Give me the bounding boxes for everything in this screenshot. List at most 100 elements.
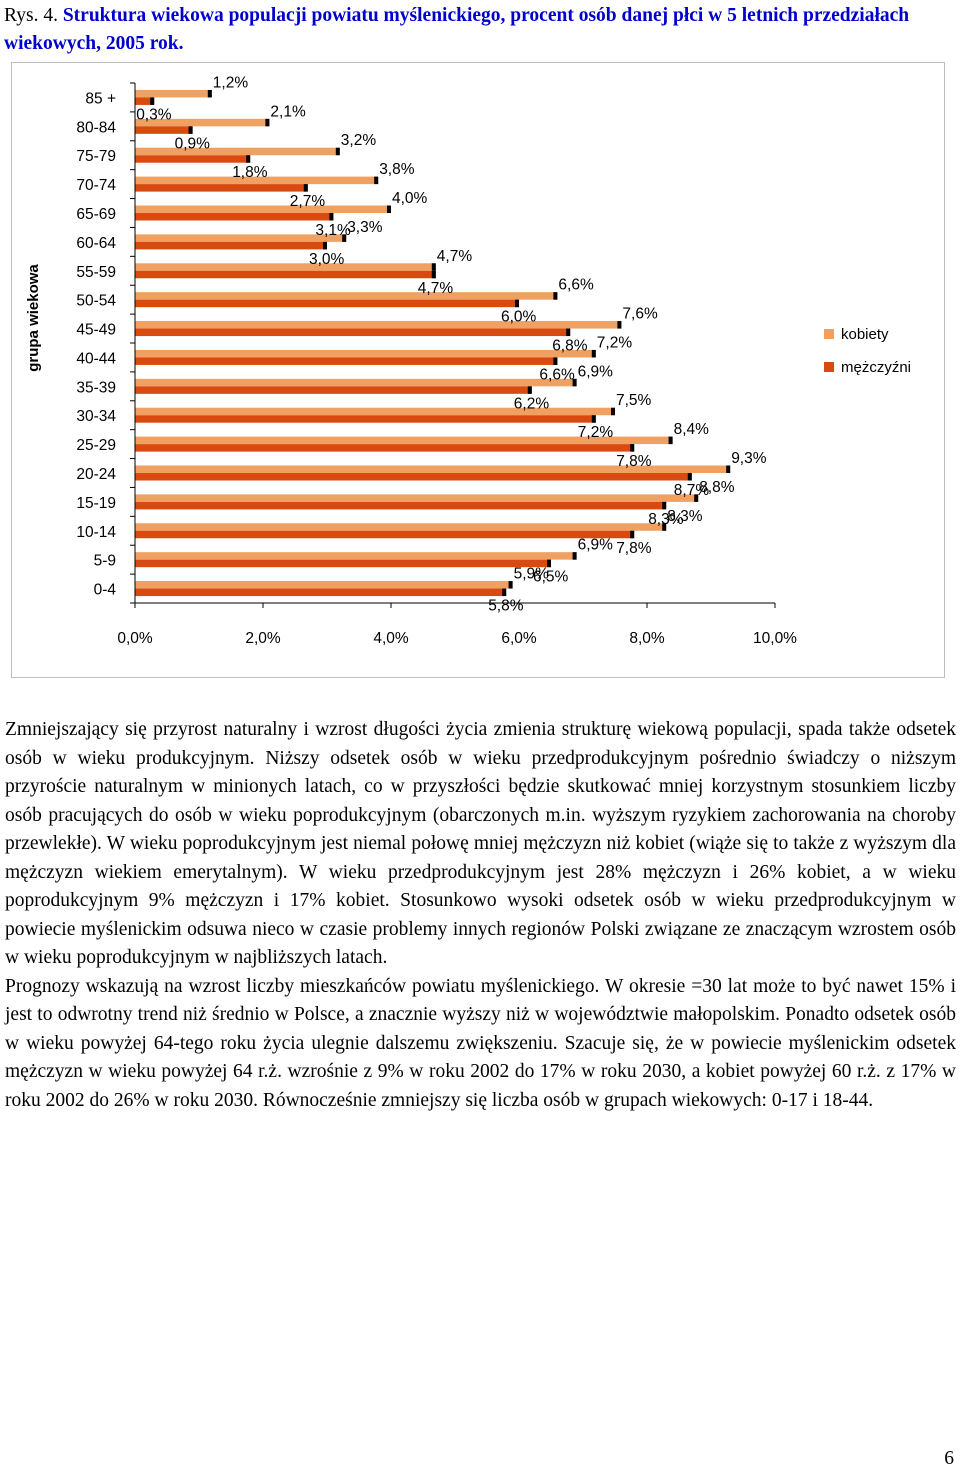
data-label-mezczyzni: 0,9%	[175, 135, 211, 152]
bar-mezczyzni	[135, 184, 308, 192]
bar-kobiety	[135, 378, 577, 387]
bar-kobiety	[135, 234, 347, 242]
data-label-mezczyzni: 7,8%	[616, 453, 652, 470]
category-label: 55-59	[76, 264, 116, 281]
x-tick-label: 6,0%	[501, 630, 537, 647]
data-label-mezczyzni: 6,6%	[539, 366, 575, 383]
data-label-kobiety: 6,9%	[578, 363, 614, 380]
category-label: 35-39	[76, 379, 116, 396]
bar-mezczyzni	[135, 126, 193, 134]
bar-kobiety	[135, 581, 513, 589]
bar-end-mezczyzni	[329, 213, 334, 221]
bar-end-mezczyzni	[303, 184, 308, 192]
data-label-kobiety: 7,2%	[597, 334, 633, 351]
bar-end-mezczyzni	[630, 444, 635, 452]
bar-kobiety	[135, 263, 436, 271]
article-body: Zmniejszający się przyrost naturalny i w…	[5, 716, 956, 1115]
figure-caption: Rys. 4. Struktura wiekowa populacji powi…	[4, 2, 956, 58]
legend-label-kobiety: kobiety	[841, 326, 889, 343]
data-label-mezczyzni: 1,8%	[232, 164, 268, 181]
data-label-mezczyzni: 3,0%	[309, 251, 345, 268]
data-label-kobiety: 7,5%	[616, 392, 652, 409]
data-label-mezczyzni: 6,8%	[552, 338, 588, 355]
category-label: 25-29	[76, 437, 116, 454]
bar-end-kobiety	[662, 523, 667, 531]
bar-end-mezczyzni	[527, 386, 532, 394]
bar-end-kobiety	[726, 465, 731, 473]
bar-mezczyzni	[135, 155, 251, 163]
data-label-mezczyzni: 5,8%	[488, 598, 524, 615]
data-label-kobiety: 3,2%	[341, 132, 377, 149]
bar-kobiety	[135, 349, 596, 358]
category-label: 0-4	[94, 582, 117, 599]
bar-end-kobiety	[207, 89, 212, 98]
caption-prefix: Rys. 4.	[4, 5, 63, 26]
bar-end-mezczyzni	[515, 299, 519, 308]
bar-end-mezczyzni	[547, 559, 551, 568]
x-tick-label: 8,0%	[629, 630, 665, 647]
bar-kobiety	[135, 176, 379, 185]
bar-end-mezczyzni	[630, 530, 635, 539]
data-label-kobiety: 8,3%	[667, 508, 703, 525]
bar-end-kobiety	[591, 349, 596, 358]
bar-kobiety	[135, 118, 270, 127]
bar-end-kobiety	[342, 234, 347, 242]
bar-end-kobiety	[694, 494, 699, 502]
bar-end-mezczyzni	[188, 126, 193, 134]
data-label-mezczyzni: 7,2%	[578, 424, 614, 441]
data-label-kobiety: 3,8%	[379, 161, 415, 178]
bar-end-mezczyzni	[502, 588, 507, 597]
bar-kobiety	[135, 321, 622, 329]
bar-mezczyzni	[135, 241, 327, 250]
population-age-chart: 85 + 80-84 75-79 70-74 65-69 60-64 55-59 50-54 4…	[25, 74, 911, 647]
bar-mezczyzni	[135, 213, 334, 221]
category-label: 70-74	[76, 177, 116, 194]
page-number: 6	[944, 1448, 954, 1469]
bar-end-kobiety	[572, 552, 577, 560]
bar-mezczyzni	[135, 444, 635, 452]
data-label-mezczyzni: 4,7%	[418, 280, 454, 297]
bar-kobiety	[135, 89, 212, 98]
bar-mezczyzni	[135, 501, 667, 510]
bar-kobiety	[135, 205, 391, 213]
bar-end-kobiety	[387, 205, 391, 213]
bar-end-mezczyzni	[566, 328, 571, 337]
bar-kobiety	[135, 407, 615, 416]
bar-end-mezczyzni	[687, 473, 692, 481]
bar-mezczyzni	[135, 328, 571, 337]
x-tick-label: 4,0%	[373, 630, 409, 647]
category-label: 75-79	[76, 148, 116, 165]
legend-label-mezczyzni: mężczyźni	[841, 359, 911, 376]
bar-end-kobiety	[668, 436, 673, 445]
category-label: 45-49	[76, 322, 116, 339]
bar-end-mezczyzni	[591, 415, 596, 423]
bar-kobiety	[135, 147, 340, 156]
category-label: 10-14	[76, 524, 116, 541]
data-label-kobiety: 3,3%	[347, 219, 383, 236]
x-tick-label: 2,0%	[245, 630, 281, 647]
x-tick-label: 10,0%	[753, 630, 797, 647]
category-label: 65-69	[76, 206, 116, 223]
data-label-mezczyzni: 3,1%	[315, 222, 351, 239]
category-label: 30-34	[76, 408, 116, 425]
bar-end-kobiety	[265, 118, 270, 127]
data-label-mezczyzni: 8,3%	[648, 511, 684, 528]
category-label: 40-44	[76, 350, 116, 367]
category-label: 20-24	[76, 466, 116, 483]
bar-kobiety	[135, 494, 699, 502]
bar-kobiety	[135, 465, 731, 473]
bar-mezczyzni	[135, 386, 532, 394]
bar-mezczyzni	[135, 299, 519, 308]
category-label: 5-9	[94, 553, 116, 570]
category-label: 50-54	[76, 293, 116, 310]
bar-kobiety	[135, 523, 667, 531]
article-paragraph-2: Prognozy wskazują na wzrost liczby miesz…	[5, 975, 956, 1111]
category-label: 80-84	[76, 119, 116, 136]
bar-end-kobiety	[431, 263, 436, 271]
data-label-mezczyzni: 2,7%	[290, 193, 326, 210]
data-label-kobiety: 9,3%	[731, 450, 767, 467]
data-label-kobiety: 2,1%	[270, 103, 306, 120]
legend-swatch-kobiety	[824, 329, 834, 339]
bar-end-kobiety	[508, 581, 513, 589]
y-axis-title: grupa wiekowa	[25, 264, 42, 372]
